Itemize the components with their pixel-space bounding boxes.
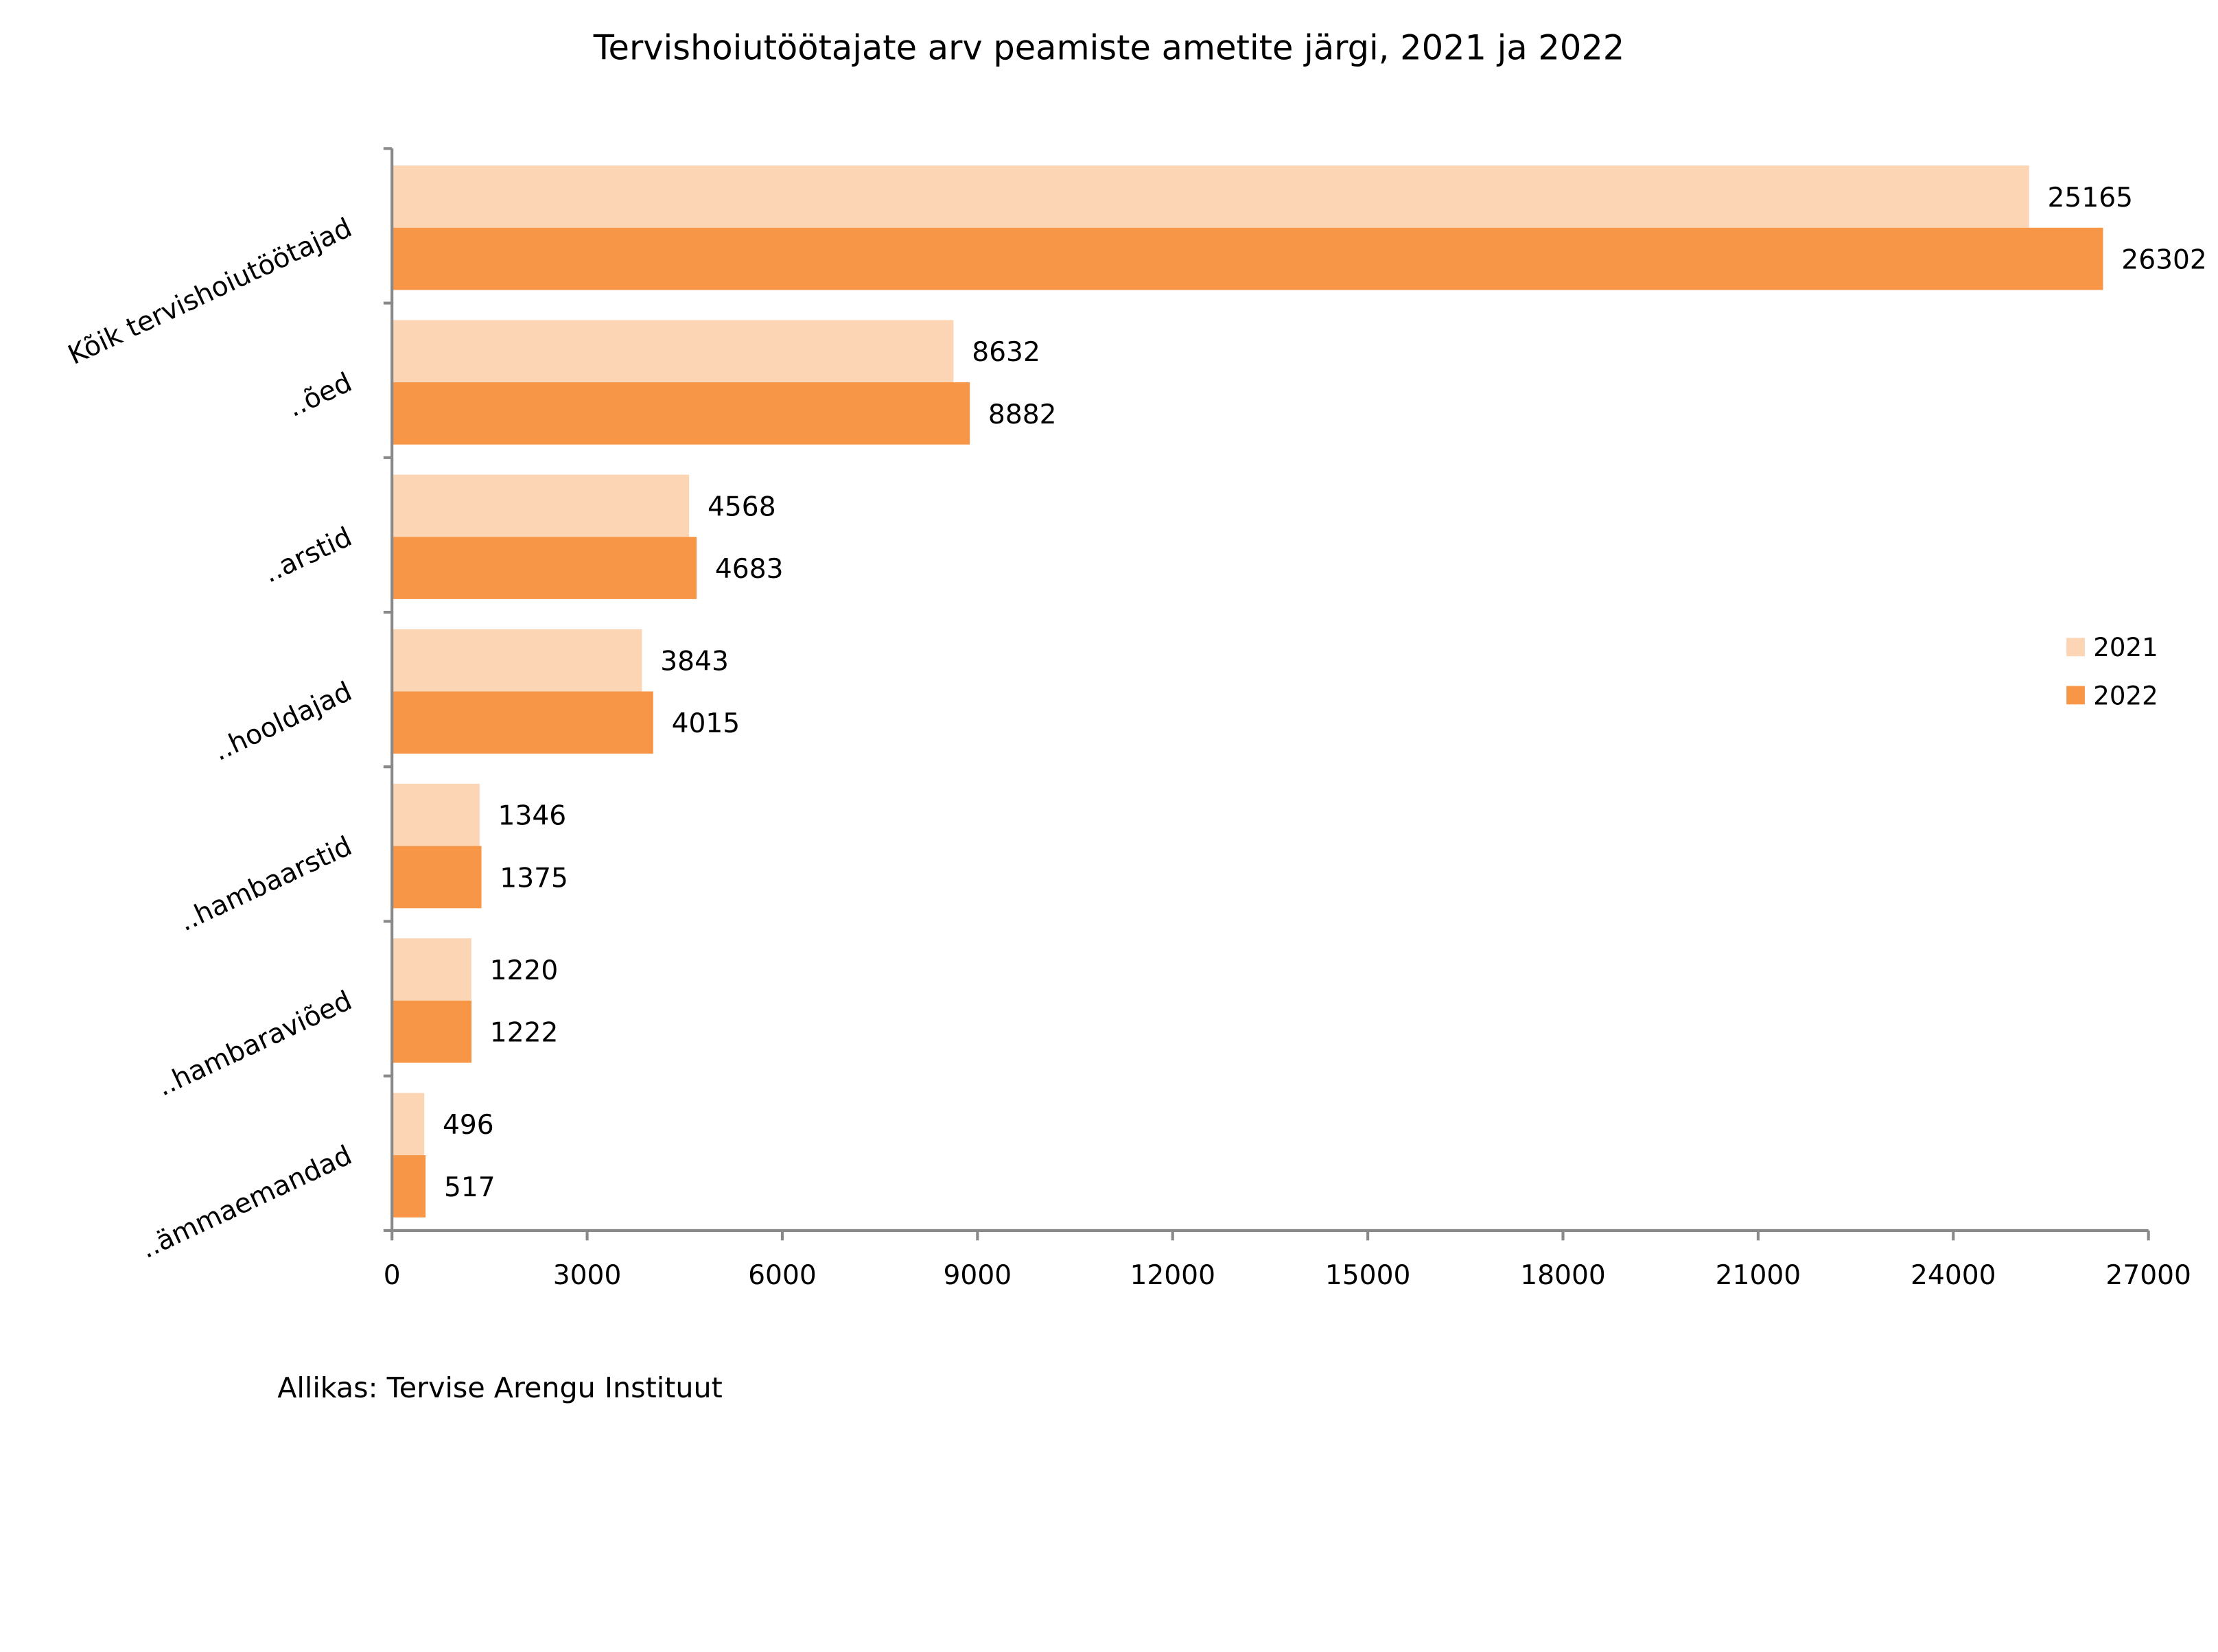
- bar-2021-4: [392, 783, 480, 846]
- data-label: 26302: [2121, 245, 2207, 276]
- bar-2022-3: [392, 691, 653, 754]
- data-label: 8882: [988, 399, 1057, 430]
- category-label: ..arstid: [259, 522, 357, 589]
- bar-2021-0: [392, 165, 2029, 228]
- data-label: 1220: [490, 955, 559, 986]
- x-tick-label: 0: [384, 1260, 401, 1291]
- data-label: 517: [444, 1172, 495, 1203]
- bar-2022-6: [392, 1155, 426, 1218]
- bar-2021-1: [392, 320, 954, 383]
- data-label: 8632: [972, 337, 1040, 368]
- data-label: 1375: [500, 863, 568, 894]
- x-tick-label: 3000: [553, 1260, 622, 1291]
- bar-2021-6: [392, 1093, 425, 1156]
- category-label: ..hooldajad: [209, 676, 357, 767]
- x-tick-label: 9000: [944, 1260, 1012, 1291]
- x-tick-label: 27000: [2105, 1260, 2191, 1291]
- source-note: Allikas: Tervise Arengu Instituut: [277, 1371, 723, 1404]
- legend-label: 2021: [2093, 633, 2158, 662]
- x-tick-label: 15000: [1325, 1260, 1411, 1291]
- bar-2021-3: [392, 629, 642, 692]
- bar-2022-0: [392, 227, 2103, 290]
- data-label: 3843: [660, 647, 729, 677]
- legend: 2021 2022: [2066, 633, 2158, 710]
- x-tick-label: 12000: [1130, 1260, 1215, 1291]
- category-label: ..ämmaemandad: [136, 1140, 357, 1265]
- category-label: ..hambaarstid: [174, 830, 357, 938]
- bar-2022-4: [392, 846, 482, 909]
- data-label: 496: [443, 1110, 494, 1141]
- data-label: 25165: [2048, 183, 2134, 213]
- bar-2021-5: [392, 938, 471, 1001]
- bar-2022-5: [392, 1000, 472, 1063]
- data-label: 4683: [715, 554, 784, 585]
- data-label: 1222: [490, 1018, 559, 1049]
- legend-swatch-2022: [2066, 686, 2085, 705]
- chart-title: Tervishoiutöötajate arv peamiste ametite…: [593, 28, 1625, 68]
- data-label: 1346: [498, 801, 567, 832]
- legend-swatch-2021: [2066, 638, 2085, 657]
- category-label: Kõik tervishoiutöötajad: [64, 213, 357, 371]
- legend-label: 2022: [2093, 681, 2158, 710]
- x-tick-label: 18000: [1520, 1260, 1606, 1291]
- bar-2022-1: [392, 382, 970, 445]
- bar-2022-2: [392, 537, 697, 599]
- data-label: 4568: [708, 491, 776, 522]
- bar-2021-2: [392, 474, 690, 537]
- x-tick-label: 21000: [1716, 1260, 1801, 1291]
- x-tick-label: 24000: [1911, 1260, 1996, 1291]
- category-label: ..hambaraviõed: [152, 986, 357, 1103]
- data-label: 4015: [672, 708, 740, 739]
- category-label: ..õed: [283, 367, 357, 423]
- x-tick-label: 6000: [748, 1260, 817, 1291]
